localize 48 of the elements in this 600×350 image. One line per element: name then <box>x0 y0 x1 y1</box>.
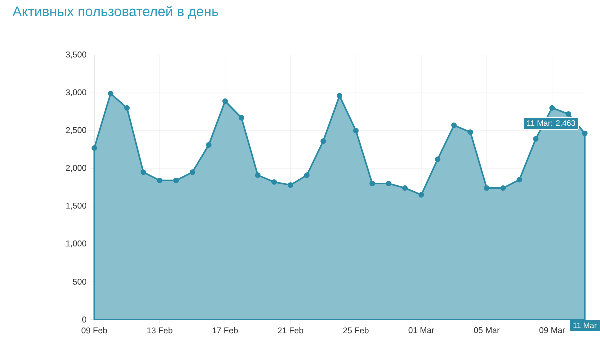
point <box>386 180 392 186</box>
point <box>370 180 376 186</box>
y-tick-label: 3,500 <box>66 52 86 59</box>
point <box>468 129 474 135</box>
point <box>140 169 146 175</box>
x-tick-label: 25 Feb <box>344 327 369 334</box>
point <box>255 172 261 178</box>
point <box>108 90 114 96</box>
y-tick-label: 0 <box>82 316 86 323</box>
point <box>516 177 522 183</box>
y-tick-label: 3,000 <box>66 89 86 96</box>
point <box>320 138 326 144</box>
point <box>92 145 98 151</box>
point <box>550 105 556 111</box>
chart-title: Активных пользователей в день <box>12 6 218 19</box>
point <box>402 185 408 191</box>
point <box>418 192 424 198</box>
point <box>500 185 506 191</box>
point <box>174 178 180 184</box>
point <box>124 105 130 111</box>
point <box>533 136 539 142</box>
point <box>451 122 458 128</box>
y-tick-label: 2,500 <box>66 127 86 134</box>
x-tick-label: 05 Mar <box>474 327 500 334</box>
point <box>304 172 310 178</box>
point <box>484 185 490 191</box>
y-tick-label: 2,000 <box>66 164 86 172</box>
y-tick-label: 500 <box>73 278 86 285</box>
point <box>222 98 228 104</box>
x-tick-label: 01 Mar <box>408 327 434 334</box>
y-tick-label: 1,000 <box>66 240 86 248</box>
point <box>206 142 212 148</box>
x-tick-label: 21 Feb <box>278 327 304 334</box>
x-tick-label: 13 Feb <box>148 327 173 334</box>
x-tick-label: 09 Feb <box>82 327 108 334</box>
point <box>566 111 572 117</box>
y-tick-label: 1,500 <box>66 202 86 210</box>
point <box>582 130 588 136</box>
point <box>272 179 278 185</box>
point <box>190 169 196 175</box>
x-tick-label: 17 Feb <box>212 327 238 334</box>
point <box>238 115 244 121</box>
x-tick-label: 09 Mar <box>540 327 566 334</box>
point <box>353 128 359 134</box>
point <box>435 156 441 162</box>
point <box>337 93 343 99</box>
point <box>157 178 163 184</box>
point <box>288 182 294 188</box>
